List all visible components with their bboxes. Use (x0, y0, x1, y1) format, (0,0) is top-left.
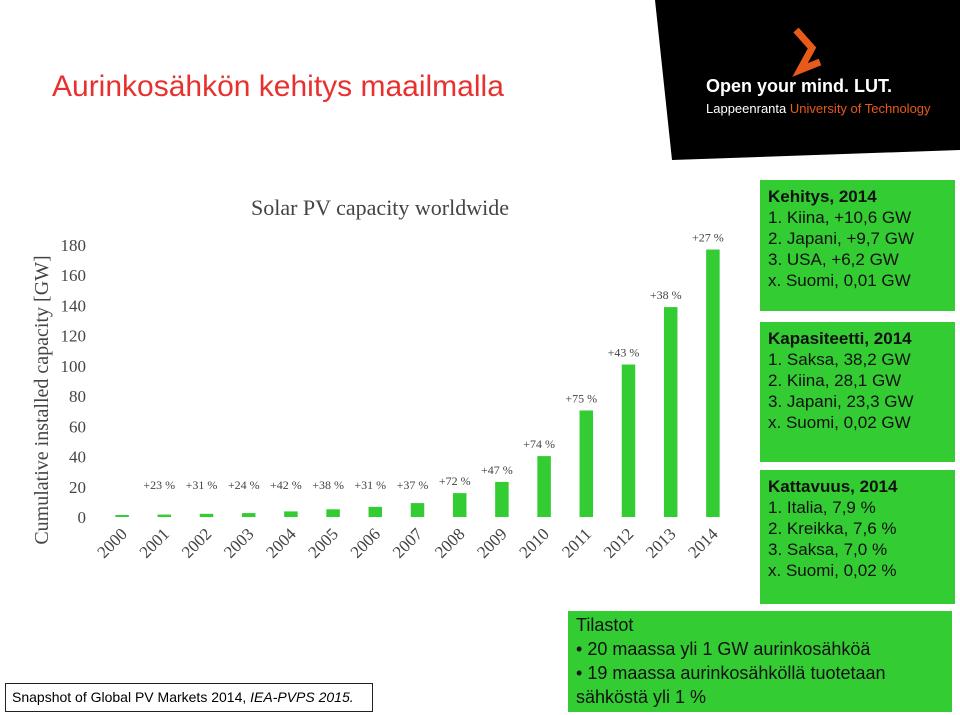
source-italic: IEA-PVPS 2015. (250, 689, 354, 705)
side-box-line: x. Suomi, 0,02 GW (768, 413, 911, 432)
logo-line2b: University of Technology (790, 101, 931, 116)
side-box: Kehitys, 2014 1. Kiina, +10,6 GW 2. Japani… (760, 180, 955, 311)
y-tick-label: 160 (61, 266, 87, 285)
y-tick-label: 60 (69, 417, 86, 436)
x-tick-label: 2001 (136, 524, 173, 561)
x-tick-label: 2013 (642, 524, 679, 561)
y-tick-label: 140 (61, 296, 87, 315)
growth-label: +31 % (354, 478, 386, 492)
x-tick-label: 2004 (262, 524, 300, 562)
slide-title: Aurinkosähkön kehitys maailmalla (52, 70, 504, 103)
growth-label: +24 % (228, 478, 260, 492)
source-note: Snapshot of Global PV Markets 2014, IEA-… (5, 683, 373, 712)
bar (410, 503, 425, 517)
bar (368, 506, 383, 517)
side-box-line: x. Suomi, 0,02 % (768, 561, 897, 580)
growth-label: +75 % (565, 391, 597, 405)
logo-line1: Open your mind. LUT. (706, 76, 892, 96)
logo-line2a: Lappeenranta (706, 101, 790, 116)
side-box-line: 2. Kreikka, 7,6 % (768, 519, 897, 538)
x-tick-label: 2008 (431, 524, 468, 561)
logo-background (655, 0, 960, 160)
bar (706, 249, 720, 518)
y-tick-label: 80 (69, 387, 86, 406)
bar (241, 513, 256, 517)
x-tick-label: 2010 (515, 524, 552, 561)
bar (452, 493, 467, 517)
side-box-line: 2. Japani, +9,7 GW (768, 229, 914, 248)
side-box-heading: Kapasiteetti, 2014 (768, 329, 912, 348)
bar (579, 410, 594, 517)
y-axis-label: Cumulative installed capacity [GW] (31, 255, 53, 544)
stats-bullet: • 19 maassa aurinkosähköllä tuotetaan sä… (576, 661, 944, 709)
bullet-dot: • (576, 663, 588, 683)
side-box-heading: Kattavuus, 2014 (768, 477, 898, 496)
y-tick-label: 40 (69, 448, 86, 467)
side-box-line: 1. Kiina, +10,6 GW (768, 208, 912, 227)
x-tick-label: 2014 (684, 524, 722, 562)
bar (495, 481, 509, 517)
y-tick-label: 100 (61, 357, 87, 376)
growth-label: +23 % (143, 478, 175, 492)
x-tick-label: 2002 (178, 524, 215, 561)
x-tick-label: 2003 (220, 524, 257, 561)
y-tick-label: 0 (78, 508, 87, 527)
bar (157, 514, 172, 517)
bullet-dot: • (576, 639, 588, 659)
x-tick-label: 2005 (304, 524, 341, 561)
side-box-line: 3. Japani, 23,3 GW (768, 392, 914, 411)
growth-label: +43 % (608, 346, 640, 360)
bar (663, 307, 678, 517)
growth-label: +42 % (270, 478, 302, 492)
bullet-text: 19 maassa aurinkosähköllä tuotetaan sähk… (576, 663, 886, 707)
bar (284, 511, 298, 517)
growth-label: +37 % (397, 478, 429, 492)
x-tick-label: 2009 (473, 524, 510, 561)
logo-symbol (792, 27, 822, 77)
bar (199, 513, 214, 517)
stats-box: Tilastot • 20 maassa yli 1 GW aurinkosähk… (568, 611, 952, 712)
growth-label: +27 % (692, 231, 724, 245)
side-box-line: 1. Saksa, 38,2 GW (768, 350, 911, 369)
side-box-line: x. Suomi, 0,01 GW (768, 271, 911, 290)
x-tick-label: 2011 (558, 524, 595, 561)
growth-label: +31 % (186, 478, 218, 492)
chart-title: Solar PV capacity worldwide (251, 195, 509, 220)
bar (537, 456, 551, 517)
bar (326, 509, 340, 517)
stats-bullet: • 20 maassa yli 1 GW aurinkosähköä (576, 637, 944, 661)
logo-line2: Lappeenranta University of Technology (706, 101, 931, 116)
y-tick-label: 180 (61, 236, 87, 255)
bullet-text: 20 maassa yli 1 GW aurinkosähköä (587, 639, 871, 659)
x-tick-label: 2000 (93, 524, 130, 561)
side-box: Kattavuus, 2014 1. Italia, 7,9 % 2. Kreikk… (760, 470, 955, 604)
growth-label: +72 % (439, 474, 471, 488)
bar (115, 515, 129, 517)
chart: Solar PV capacity worldwide Cumulative in… (31, 195, 724, 562)
x-tick-label: 2007 (389, 524, 427, 562)
source-text: Snapshot of Global PV Markets 2014, (12, 689, 251, 705)
y-tick-label: 20 (69, 478, 86, 497)
growth-label: +74 % (523, 437, 555, 451)
side-box-line: 3. USA, +6,2 GW (768, 250, 899, 269)
x-tick-label: 2006 (347, 524, 384, 561)
side-box: Kapasiteetti, 2014 1. Saksa, 38,2 GW 2. Ki… (760, 322, 955, 462)
growth-label: +47 % (481, 463, 513, 477)
side-box-heading: Kehitys, 2014 (768, 187, 877, 206)
side-box-line: 2. Kiina, 28,1 GW (768, 371, 902, 390)
growth-label: +38 % (650, 288, 682, 302)
bar (621, 364, 636, 517)
x-tick-label: 2012 (600, 524, 637, 561)
growth-label: +38 % (312, 478, 344, 492)
logo-area: Open your mind. LUT. Lappeenranta Univer… (655, 0, 960, 160)
stats-heading: Tilastot (576, 615, 634, 635)
y-tick-label: 120 (61, 327, 87, 346)
side-box-line: 3. Saksa, 7,0 % (768, 540, 888, 559)
side-box-line: 1. Italia, 7,9 % (768, 498, 876, 517)
